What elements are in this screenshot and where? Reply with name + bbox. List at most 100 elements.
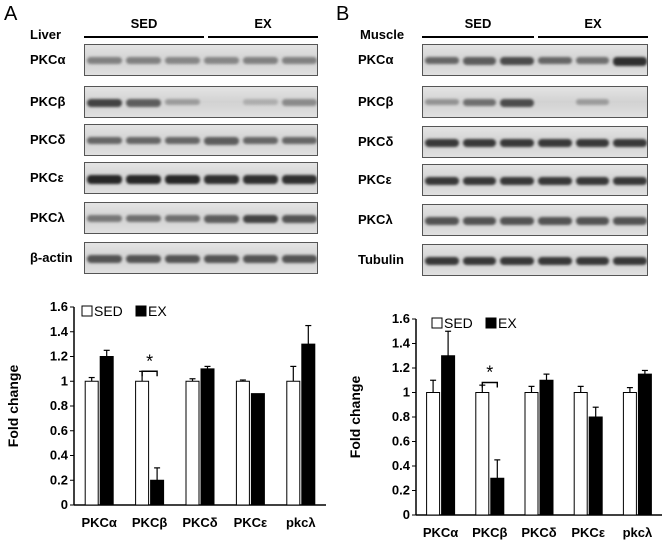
blot-strip (422, 126, 648, 158)
significance-bracket (141, 370, 158, 377)
x-tick-label: PKCδ (182, 515, 217, 530)
blot-band (87, 57, 122, 64)
y-tick-label: 1.6 (392, 311, 410, 326)
ex-bar (150, 479, 165, 506)
blot-band (500, 99, 534, 107)
legend-sed-label: SED (94, 303, 123, 319)
blot-band (462, 177, 497, 186)
blot-strip (422, 86, 648, 118)
significance-star: * (146, 351, 153, 371)
blot-band (282, 57, 317, 64)
y-tick-label: 0.2 (50, 472, 68, 487)
ex-bar (539, 379, 554, 516)
panel-a-group-sed: SED (130, 16, 158, 31)
blot-band (500, 57, 534, 65)
panel-a: A Liver SED EX PKCα PKCβ PKCδ PKCε PKCλ β-act… (4, 3, 326, 530)
blot-band (575, 177, 610, 186)
blot-band (613, 257, 647, 266)
blot-band (165, 175, 200, 184)
x-tick-label: pkcλ (286, 515, 316, 530)
blot-band (282, 99, 317, 106)
legend-ex-label: EX (148, 303, 167, 319)
x-tick-label: PKCε (571, 525, 605, 540)
blot-band (204, 175, 239, 184)
x-tick-label: PKCδ (521, 525, 556, 540)
y-tick-label: 0.6 (392, 434, 410, 449)
blot-label: PKCβ (358, 94, 394, 109)
blot-band (613, 139, 647, 148)
blot-band (282, 175, 317, 184)
blot-band (282, 137, 317, 145)
blot-band (462, 217, 497, 225)
panel-a-ex-line (208, 36, 318, 38)
panel-b-bar-chart: Fold change 0 0.2 0.4 0.6 0.8 1 1.2 1.4 1.6 PKCα PK… (347, 311, 662, 540)
blot-band (425, 217, 459, 225)
y-tick-label: 0 (403, 507, 410, 522)
blot-strip (422, 164, 648, 196)
blot-band (204, 137, 239, 145)
blot-band (87, 215, 122, 222)
blot-label: PKCβ (30, 94, 66, 109)
blot-band (165, 215, 200, 223)
blot-band (243, 215, 278, 224)
blot-label: PKCδ (358, 134, 394, 149)
sed-bar (573, 392, 588, 516)
ex-bar (200, 368, 215, 506)
significance-star: * (486, 363, 493, 383)
blot-band (243, 175, 278, 184)
legend-sed-swatch (81, 305, 93, 317)
blot-band (500, 139, 534, 148)
y-tick-label: 0.4 (50, 448, 69, 463)
y-tick-label: 0 (61, 497, 68, 512)
blot-band (243, 57, 278, 64)
ex-bar (301, 343, 316, 506)
blot-band (425, 257, 459, 266)
y-tick-label: 0.8 (392, 409, 410, 424)
blot-strip (84, 86, 318, 118)
blot-strip (422, 44, 648, 76)
blot-band (126, 255, 161, 263)
blot-label: PKCε (30, 170, 64, 185)
blot-band (500, 177, 534, 186)
x-tick-label: PKCα (81, 515, 116, 530)
blot-strip (84, 44, 318, 76)
y-tick-label: 1 (61, 373, 68, 388)
blot-strip (84, 202, 318, 234)
ex-bar (588, 416, 603, 516)
y-tick-label: 1 (403, 385, 410, 400)
blot-label: PKCε (358, 172, 392, 187)
blot-label: PKCδ (30, 132, 66, 147)
sed-bar (622, 392, 637, 516)
blot-band (243, 99, 278, 105)
panel-b-letter: B (336, 3, 350, 25)
x-tick-label: pkcλ (623, 525, 653, 540)
sed-bar (286, 380, 301, 506)
blot-band (575, 139, 610, 148)
panel-b-group-sed: SED (464, 16, 492, 31)
blot-band (126, 99, 161, 107)
blot-band (165, 255, 200, 263)
blot-band (500, 257, 534, 266)
sed-bar (135, 380, 150, 506)
y-tick-label: 0.2 (392, 483, 410, 498)
blot-band (462, 139, 497, 148)
blot-label: PKCα (30, 52, 66, 67)
blot-band (425, 57, 459, 65)
blot-band (575, 217, 610, 225)
blot-label: β-actin (30, 250, 73, 265)
blot-band (575, 99, 610, 106)
legend-ex-swatch (135, 305, 147, 317)
blot-band (538, 177, 572, 186)
blot-label: PKCα (358, 52, 394, 67)
ex-bar (99, 356, 114, 506)
legend-ex-swatch (485, 317, 497, 329)
panel-a-sed-line (84, 36, 204, 38)
blot-band (87, 137, 122, 145)
blot-band (204, 215, 239, 223)
blot-band (204, 57, 239, 64)
blot-band (613, 217, 647, 225)
blot-band (87, 99, 122, 108)
blot-band (126, 57, 161, 64)
blot-band (243, 255, 278, 263)
blot-band (575, 257, 610, 266)
